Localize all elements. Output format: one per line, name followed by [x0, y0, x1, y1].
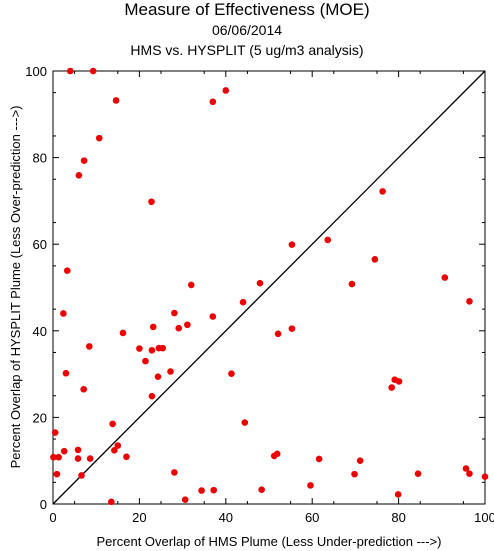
x-tick-label: 0: [49, 510, 56, 525]
data-point: [348, 280, 356, 288]
data-point: [74, 455, 82, 462]
x-tick-label: 80: [391, 510, 405, 525]
data-point: [181, 496, 189, 503]
data-point: [239, 298, 247, 306]
chart-subtitle-date: 06/06/2014: [211, 22, 283, 38]
y-tick-label: 40: [33, 324, 47, 339]
chart-subtitle-comparison: HMS vs. HYSPLIT (5 ug/m3 analysis): [130, 42, 364, 58]
data-point: [55, 453, 62, 461]
data-point: [241, 419, 249, 426]
data-point: [395, 378, 403, 385]
data-point: [148, 346, 156, 354]
y-tick-label: 80: [33, 151, 47, 166]
data-point: [209, 98, 217, 106]
data-point: [288, 241, 296, 248]
data-point: [466, 470, 473, 477]
data-point: [394, 491, 402, 498]
x-tick-label: 20: [132, 510, 146, 525]
y-tick-label: 60: [33, 237, 47, 252]
data-point: [111, 447, 118, 454]
data-point: [66, 67, 74, 75]
data-point: [149, 323, 157, 331]
data-point: [414, 470, 422, 477]
data-point: [60, 447, 68, 455]
axis-ticks: 0 20 40 60 80 100 0 20 40 60 80 100: [25, 64, 494, 525]
data-point: [171, 469, 178, 476]
data-point: [175, 324, 183, 332]
data-point: [256, 279, 264, 287]
data-point: [171, 309, 178, 317]
data-point: [379, 188, 386, 195]
data-point: [78, 472, 85, 479]
data-point: [60, 310, 67, 317]
data-point: [112, 97, 120, 104]
data-point: [307, 482, 314, 489]
data-point: [273, 450, 281, 458]
data-point: [62, 369, 70, 377]
y-tick-label: 0: [40, 497, 47, 512]
x-tick-label: 100: [474, 510, 494, 525]
data-point: [167, 368, 174, 375]
data-point: [351, 470, 358, 478]
data-point: [187, 281, 195, 289]
data-point: [114, 442, 122, 449]
data-point: [80, 157, 88, 164]
data-point: [371, 256, 379, 263]
data-point: [86, 455, 94, 462]
data-point: [154, 373, 162, 380]
data-point: [123, 453, 130, 461]
data-point: [315, 455, 323, 463]
y-axis-label: Percent Overlap of HYSPLIT Plume (Less O…: [8, 106, 23, 469]
y-tick-label: 20: [33, 410, 47, 425]
x-tick-label: 60: [305, 510, 319, 525]
x-axis-label: Percent Overlap of HMS Plume (Less Under…: [97, 534, 442, 549]
data-point: [51, 429, 59, 436]
plot-frame: [52, 70, 486, 505]
data-point: [148, 198, 155, 206]
data-point: [481, 473, 489, 481]
data-point: [258, 486, 265, 494]
data-point: [228, 370, 235, 377]
data-point: [184, 321, 191, 329]
data-point: [74, 446, 82, 454]
data-point: [466, 298, 473, 305]
data-point: [109, 420, 116, 428]
data-point: [80, 385, 87, 393]
data-point: [462, 465, 470, 472]
diagonal-reference-line: [52, 70, 486, 505]
data-point: [85, 343, 93, 350]
data-point: [142, 357, 149, 365]
data-point: [119, 329, 127, 337]
data-point: [388, 384, 395, 391]
data-point: [198, 487, 205, 494]
data-point: [53, 470, 61, 478]
data-point: [148, 392, 156, 400]
data-point: [136, 345, 143, 352]
data-point: [441, 274, 449, 281]
x-tick-label: 40: [219, 510, 233, 525]
data-point: [210, 486, 218, 494]
data-point: [209, 313, 217, 320]
data-point: [288, 325, 296, 332]
data-point: [356, 457, 364, 465]
data-point: [274, 330, 282, 338]
data-point: [324, 236, 332, 244]
chart-title: Measure of Effectiveness (MOE): [124, 0, 370, 19]
data-point: [75, 172, 83, 179]
data-point: [159, 344, 167, 352]
data-point: [222, 87, 230, 94]
y-tick-label: 100: [25, 64, 47, 79]
data-point: [89, 67, 97, 75]
data-point: [95, 134, 103, 142]
data-point: [108, 498, 115, 506]
data-point: [50, 453, 57, 461]
data-point: [63, 267, 71, 274]
data-points: [50, 67, 489, 506]
